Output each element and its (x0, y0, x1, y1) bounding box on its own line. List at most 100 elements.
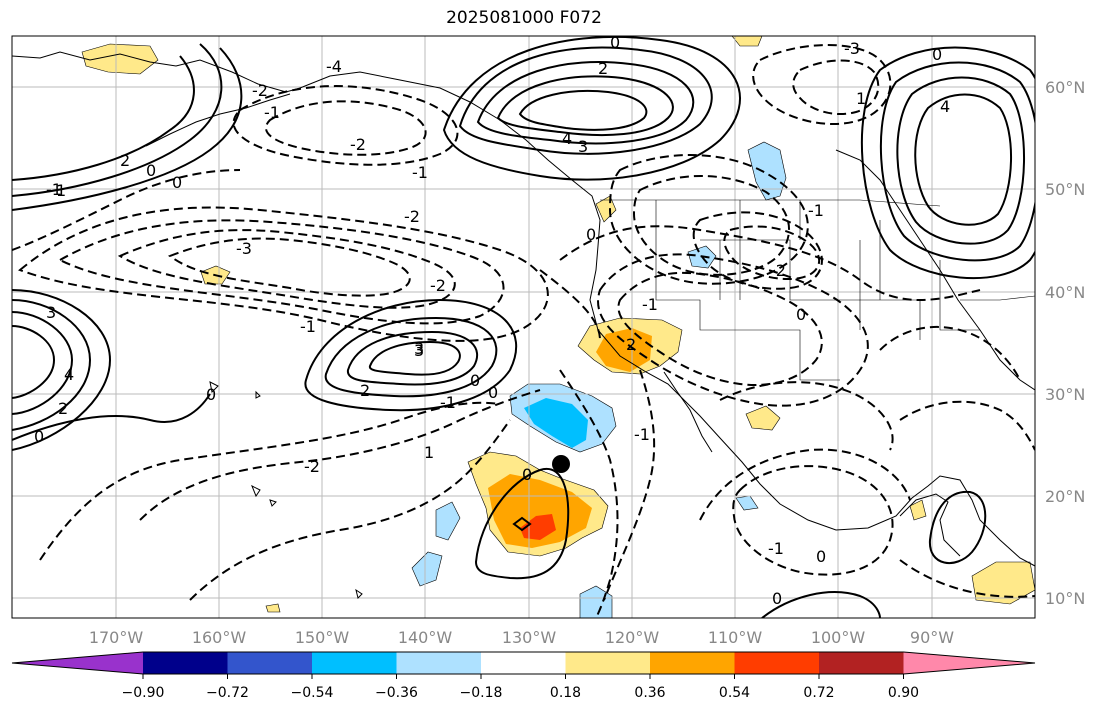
contour-label: 0 (470, 371, 480, 390)
colorbar-segment (227, 652, 313, 674)
political-borders (600, 199, 1035, 381)
lon-label: 170°W (89, 628, 144, 647)
lon-label: 140°W (398, 628, 453, 647)
lon-label: 90°W (910, 628, 954, 647)
colorbar-tick-label: 0.36 (634, 685, 665, 701)
contour-label: -1 (808, 201, 824, 220)
contour-label: -1 (412, 163, 428, 182)
contour-label: 4 (64, 365, 74, 384)
positive-anomaly-yucatan (909, 499, 927, 521)
lat-label: 40°N (1045, 283, 1085, 302)
contour-label: -1 (264, 103, 280, 122)
contour-label: 4 (940, 97, 950, 116)
contour-label: 3 (578, 137, 588, 156)
contour-label: 3 (414, 339, 424, 358)
contour-label: -2 (404, 207, 420, 226)
colorbar-tick-label: 0.72 (803, 685, 834, 701)
positive-anomaly-north-pacific (81, 43, 159, 75)
contour-label: 0 (816, 547, 826, 566)
contours-positive (12, 36, 1035, 618)
colorbar-segment (650, 652, 735, 674)
lon-label: 150°W (295, 628, 350, 647)
contour-label: -1 (768, 539, 784, 558)
colorbar-ticks: −0.90 −0.72 −0.54 −0.36 −0.18 0.18 0.36 0.54 0.7… (122, 674, 919, 701)
contour-label: 2 (58, 399, 68, 418)
contour-label: 0 (146, 161, 156, 180)
colorbar-extend-high (903, 652, 1035, 674)
contour-label: -3 (236, 239, 252, 258)
contour-label: -1 (440, 393, 456, 412)
negative-anomaly-idaho (747, 141, 787, 201)
longitude-labels: 170°W 160°W 150°W 140°W 130°W 120°W 110°… (89, 628, 954, 647)
lon-label: 110°W (708, 628, 763, 647)
colorbar-segment (565, 652, 651, 674)
positive-anomaly-central-america (971, 561, 1035, 605)
point-marker (552, 455, 570, 473)
contour-label: 4 (562, 129, 572, 148)
contour-label: -2 (350, 135, 366, 154)
contour-label: 0 (206, 385, 216, 404)
latitude-labels: 60°N 50°N 40°N 30°N 20°N 10°N (1045, 78, 1085, 608)
colorbar-tick-label: −0.18 (460, 685, 503, 701)
contour-label: 2 (598, 59, 608, 78)
contour-label: 0 (932, 45, 942, 64)
contour-label: -2 (304, 457, 320, 476)
lon-label: 130°W (502, 628, 557, 647)
negative-anomaly-west-1 (435, 501, 461, 541)
lat-label: 50°N (1045, 180, 1085, 199)
contour-label: 0 (488, 383, 498, 402)
contour-label: -1 (300, 317, 316, 336)
colorbar-tick-label: 0.18 (550, 685, 581, 701)
colorbar-segment (396, 652, 482, 674)
contour-label: 0 (586, 225, 596, 244)
lat-label: 20°N (1045, 487, 1085, 506)
colorbar (11, 651, 1036, 675)
colorbar-segment (819, 652, 904, 674)
positive-anomaly-mexico (745, 405, 781, 431)
contour-label: 2 (120, 151, 130, 170)
colorbar-tick-label: −0.90 (122, 685, 165, 701)
contour-label: 3 (46, 303, 56, 322)
colorbar-segment (312, 652, 397, 674)
positive-anomaly-california-core (596, 328, 652, 372)
lon-label: 160°W (192, 628, 247, 647)
lon-label: 100°W (811, 628, 866, 647)
contour-label: 2 (360, 381, 370, 400)
contour-label: 1 (856, 89, 866, 108)
contour-label: 0 (34, 427, 44, 446)
positive-anomaly-small-3 (265, 603, 281, 613)
negative-anomaly-offshore-core (524, 398, 588, 448)
contour-label: 1 (424, 443, 434, 462)
contour-label: -3 (844, 39, 860, 58)
lat-label: 30°N (1045, 385, 1085, 404)
colorbar-tick-label: 0.90 (888, 685, 919, 701)
contour-label: 0 (796, 305, 806, 324)
contour-label: 1 (56, 181, 66, 200)
contour-label: 0 (772, 589, 782, 608)
contour-label: 0 (610, 33, 620, 52)
contour-labels: -1 -2 -2 -3 -2 -1 0 0 1 2 3 4 2 0 3 4 -4… (34, 33, 950, 608)
positive-anomaly-small-2 (731, 36, 763, 47)
contour-label: 2 (626, 335, 636, 354)
contour-label: -1 (46, 180, 62, 199)
colorbar-tick-label: −0.72 (206, 685, 249, 701)
contours-zero (12, 169, 981, 341)
contour-label: -2 (252, 81, 268, 100)
contour-label: -1 (634, 425, 650, 444)
colorbar-segment (481, 652, 566, 674)
contour-label: -2 (770, 261, 786, 280)
contour-label: 0 (522, 465, 532, 484)
colorbar-segment (143, 652, 228, 674)
colorbar-tick-label: 0.54 (719, 685, 750, 701)
colorbar-extend-low (12, 652, 143, 674)
colorbar-segment (734, 652, 820, 674)
contour-label: -1 (642, 295, 658, 314)
lat-label: 60°N (1045, 78, 1085, 97)
contour-label: -4 (326, 57, 342, 76)
lat-label: 10°N (1045, 589, 1085, 608)
colorbar-tick-label: −0.36 (375, 685, 418, 701)
colorbar-tick-label: −0.54 (291, 685, 334, 701)
lon-label: 120°W (605, 628, 660, 647)
negative-anomaly-south (579, 585, 613, 618)
